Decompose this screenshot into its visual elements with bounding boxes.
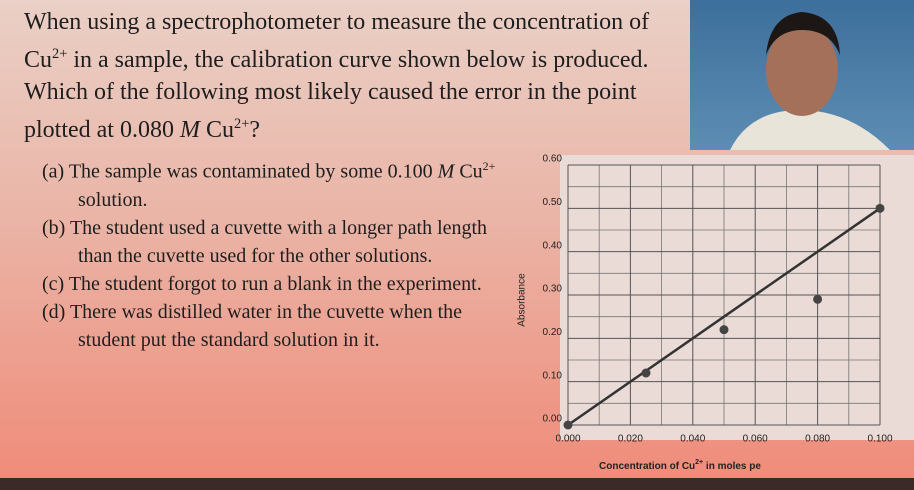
question-text: When using a spectrophotometer to measur… bbox=[24, 9, 650, 73]
x-axis-label: Concentration of Cu2+ in moles pe bbox=[599, 459, 761, 472]
x-tick-label: 0.000 bbox=[555, 434, 580, 445]
y-tick-label: 0.30 bbox=[543, 284, 563, 295]
option: (a) The sample was contaminated by some … bbox=[42, 152, 502, 214]
data-point bbox=[641, 368, 651, 378]
question: When using a spectrophotometer to measur… bbox=[24, 6, 684, 146]
superscript: 2+ bbox=[234, 116, 250, 132]
presenter bbox=[730, 12, 890, 150]
option-text: solution. bbox=[78, 188, 148, 211]
fit-line bbox=[567, 207, 881, 427]
option: (c) The student forgot to run a blank in… bbox=[42, 270, 502, 298]
x-tick-label: 0.100 bbox=[867, 434, 892, 445]
superscript: 2+ bbox=[695, 459, 703, 466]
x-tick-label: 0.040 bbox=[680, 434, 705, 445]
question-text: ? bbox=[249, 117, 260, 143]
data-point bbox=[813, 294, 823, 304]
y-axis-label: Absorbance bbox=[517, 273, 528, 327]
options: (a) The sample was contaminated by some … bbox=[42, 152, 502, 354]
option-text: (d) There was distilled water in the cuv… bbox=[42, 300, 463, 351]
x-axis-label-text: Concentration of Cu bbox=[599, 461, 695, 472]
x-axis-label-text: in moles pe bbox=[703, 461, 761, 472]
y-tick-label: 0.00 bbox=[543, 414, 563, 425]
unit: M bbox=[179, 117, 200, 143]
y-tick-label: 0.60 bbox=[543, 154, 563, 165]
data-point bbox=[719, 325, 729, 335]
x-tick-label: 0.080 bbox=[805, 434, 830, 445]
unit: M bbox=[437, 160, 455, 183]
x-tick-label: 0.060 bbox=[743, 434, 768, 445]
x-tick-label: 0.020 bbox=[618, 434, 643, 445]
y-tick-label: 0.10 bbox=[543, 370, 563, 381]
option-text: Cu bbox=[454, 160, 483, 183]
question-text: in a sample, the calibration curve shown… bbox=[24, 47, 649, 143]
chart: Absorbance Concentration of Cu2+ in mole… bbox=[517, 154, 914, 472]
option-text: (b) The student used a cuvette with a lo… bbox=[42, 216, 488, 267]
data-point bbox=[563, 420, 573, 430]
video-bar bbox=[0, 478, 914, 490]
question-text: Cu bbox=[199, 117, 234, 143]
y-tick-label: 0.20 bbox=[543, 327, 563, 338]
option: (b) The student used a cuvette with a lo… bbox=[42, 214, 502, 270]
chart-background bbox=[560, 155, 914, 440]
data-point bbox=[875, 203, 885, 213]
option: (d) There was distilled water in the cuv… bbox=[42, 298, 502, 354]
option-text: (c) The student forgot to run a blank in… bbox=[42, 272, 482, 295]
y-tick-label: 0.40 bbox=[543, 240, 563, 251]
superscript: 2+ bbox=[482, 159, 496, 173]
option-text: (a) The sample was contaminated by some … bbox=[42, 160, 438, 183]
superscript: 2+ bbox=[52, 46, 68, 62]
y-tick-label: 0.50 bbox=[543, 197, 563, 208]
presenter-video bbox=[690, 0, 914, 150]
